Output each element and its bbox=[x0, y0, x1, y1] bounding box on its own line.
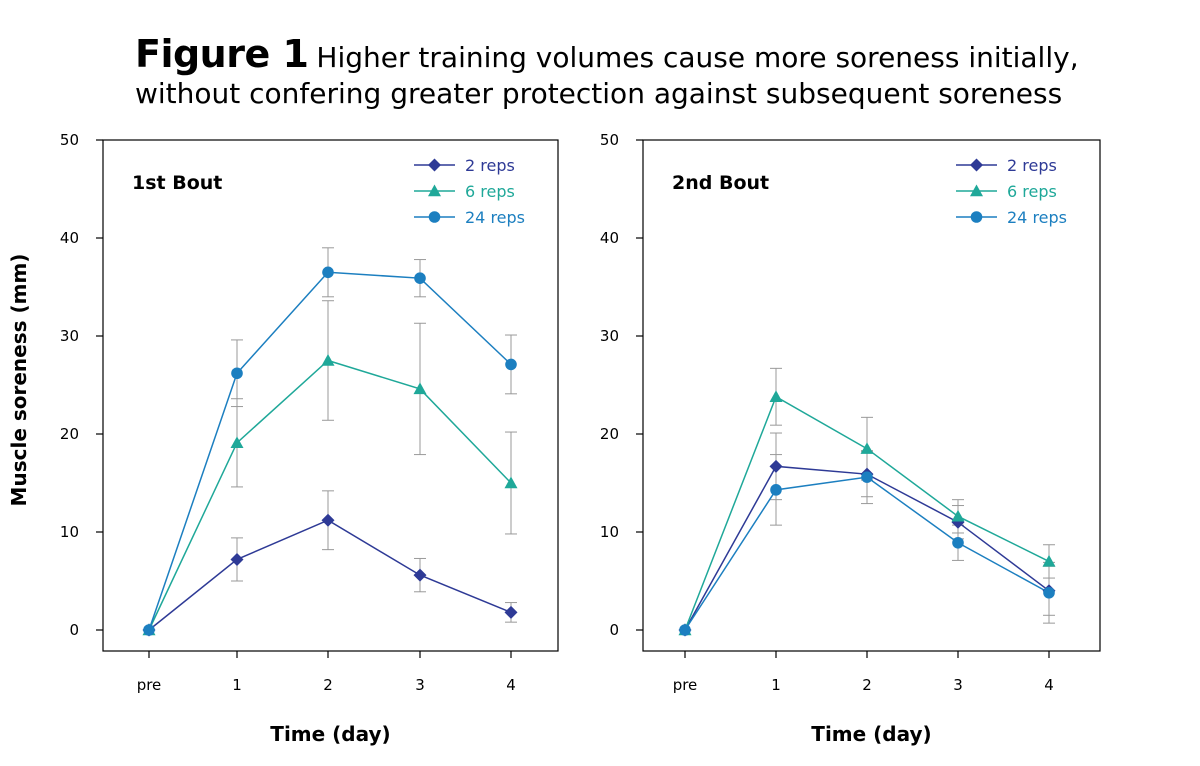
y-tick-label: 20 bbox=[600, 425, 619, 443]
plot-frame bbox=[102, 139, 559, 652]
legend-marker bbox=[428, 211, 441, 223]
figure-title-line2: without confering greater protection aga… bbox=[135, 77, 1063, 110]
data-point-24-reps bbox=[1043, 586, 1055, 599]
legend-label: 6 reps bbox=[465, 182, 515, 201]
data-point-6-reps bbox=[321, 354, 335, 366]
series-line-2-reps bbox=[148, 519, 512, 631]
data-point-2-reps bbox=[769, 459, 783, 473]
legend-marker bbox=[970, 158, 983, 172]
data-point-2-reps bbox=[321, 513, 335, 527]
data-point-2-reps bbox=[413, 568, 427, 582]
legend-marker bbox=[970, 211, 983, 223]
data-point-6-reps bbox=[951, 509, 965, 522]
y-tick-label: 10 bbox=[60, 523, 79, 541]
y-tick-label: 20 bbox=[60, 425, 79, 443]
x-tick-label: 4 bbox=[506, 676, 516, 694]
figure-title-line1: Figure 1 Higher training volumes cause mo… bbox=[135, 35, 1175, 76]
panel-label: 1st Bout bbox=[132, 172, 222, 194]
figure-title-text-1: Higher training volumes cause more soren… bbox=[316, 41, 1079, 74]
x-tick-label: 3 bbox=[415, 676, 425, 694]
legend-marker bbox=[428, 184, 441, 197]
x-tick-label: 2 bbox=[323, 676, 333, 694]
x-axis-title: Time (day) bbox=[270, 722, 390, 746]
legend-label: 24 reps bbox=[465, 208, 525, 227]
data-point-24-reps bbox=[143, 624, 155, 636]
y-axis-title: Muscle soreness (mm) bbox=[7, 254, 31, 507]
data-point-24-reps bbox=[414, 272, 426, 284]
figure-title: Figure 1 Higher training volumes cause mo… bbox=[135, 35, 1175, 112]
x-tick-label: 3 bbox=[953, 676, 963, 694]
y-tick-label: 30 bbox=[600, 327, 619, 345]
chart-panel-2: 0 10 20 30 40 50 pre 1 2 3 4 Time (day) 2nd Bout 2 re… bbox=[600, 131, 1101, 746]
data-point-6-reps bbox=[769, 390, 783, 402]
x-axis-title: Time (day) bbox=[811, 722, 931, 746]
legend-label: 2 reps bbox=[465, 156, 515, 175]
legend-marker bbox=[428, 158, 441, 172]
data-point-24-reps bbox=[679, 624, 691, 636]
y-tick-label: 0 bbox=[609, 621, 619, 639]
chart-panel-1: 0 10 20 30 40 50 pre 1 2 3 4 Time (day) Muscle soren… bbox=[7, 131, 559, 746]
data-point-6-reps bbox=[504, 476, 518, 489]
legend-label: 24 reps bbox=[1007, 208, 1067, 227]
data-point-24-reps bbox=[231, 367, 243, 380]
y-tick-label: 50 bbox=[60, 131, 79, 149]
data-point-6-reps bbox=[413, 382, 427, 395]
y-tick-label: 40 bbox=[60, 229, 79, 247]
y-tick-label: 40 bbox=[600, 229, 619, 247]
x-tick-label: pre bbox=[673, 676, 698, 694]
plot-frame bbox=[642, 139, 1101, 652]
data-point-24-reps bbox=[322, 266, 334, 279]
data-point-6-reps bbox=[230, 436, 244, 449]
y-tick-label: 0 bbox=[69, 621, 79, 639]
data-point-2-reps bbox=[504, 605, 518, 619]
data-point-24-reps bbox=[861, 471, 873, 483]
data-point-6-reps bbox=[1042, 554, 1056, 567]
data-point-24-reps bbox=[505, 358, 517, 371]
y-tick-label: 10 bbox=[600, 523, 619, 541]
data-point-24-reps bbox=[770, 484, 782, 496]
x-tick-label: 4 bbox=[1044, 676, 1054, 694]
data-point-24-reps bbox=[952, 536, 964, 549]
figure-label: Figure 1 bbox=[135, 32, 309, 76]
y-tick-label: 50 bbox=[600, 131, 619, 149]
data-point-6-reps bbox=[860, 442, 874, 454]
legend-marker bbox=[970, 184, 983, 197]
x-tick-label: 1 bbox=[232, 676, 242, 694]
x-tick-label: pre bbox=[137, 676, 162, 694]
panel-label: 2nd Bout bbox=[672, 172, 769, 194]
y-tick-label: 30 bbox=[60, 327, 79, 345]
data-point-2-reps bbox=[230, 552, 244, 566]
series-line-24-reps bbox=[148, 271, 512, 631]
x-tick-label: 1 bbox=[771, 676, 781, 694]
legend-label: 2 reps bbox=[1007, 156, 1057, 175]
x-tick-label: 2 bbox=[862, 676, 872, 694]
legend-label: 6 reps bbox=[1007, 182, 1057, 201]
